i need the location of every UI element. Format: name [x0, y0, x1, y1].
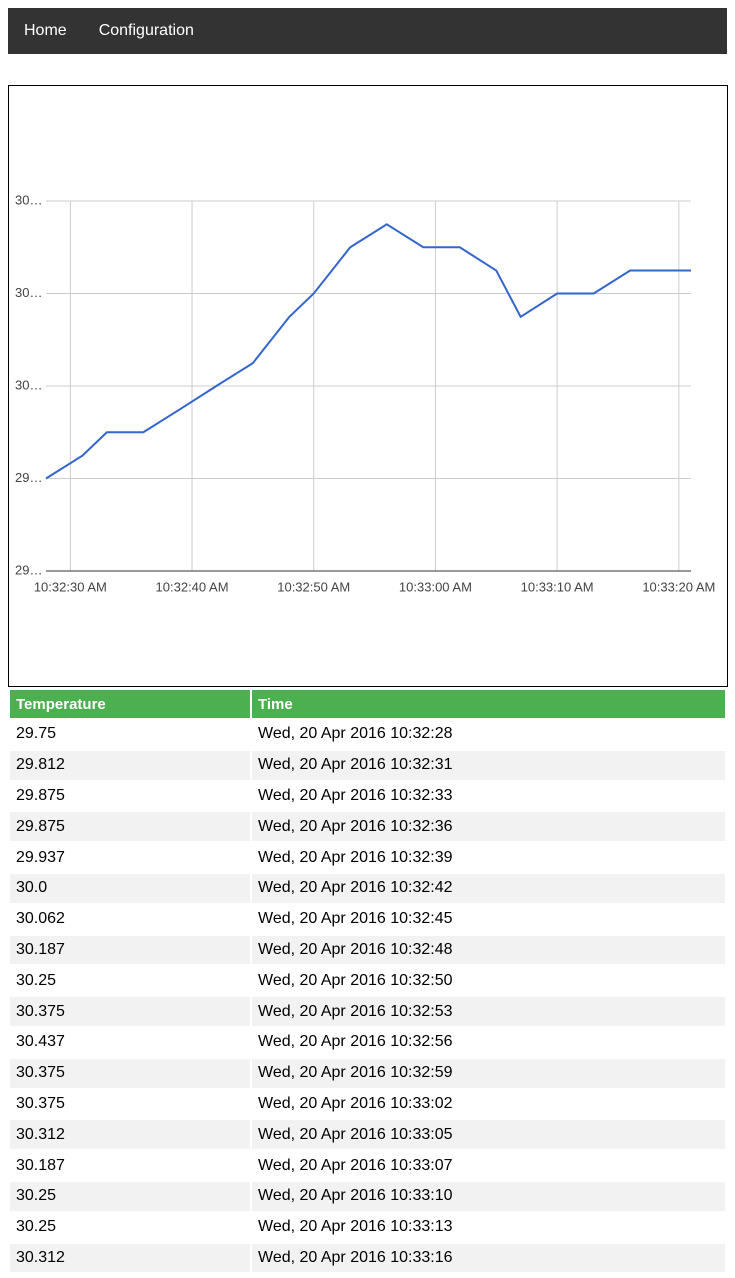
chart-box: 29… 29… 30… 30… 30… 10:32:30 AM 10:32:40 AM 10:… [8, 85, 728, 687]
table-row: 30.25 Wed, 20 Apr 2016 10:33:13 [10, 1213, 725, 1242]
table-cell: Wed, 20 Apr 2016 10:32:28 [258, 725, 453, 743]
table-cell: Wed, 20 Apr 2016 10:32:45 [258, 910, 453, 928]
table-cell: 30.437 [16, 1033, 65, 1051]
y-tick-label: 29… [15, 562, 42, 577]
table-row: 29.875 Wed, 20 Apr 2016 10:32:36 [10, 812, 725, 842]
table-row: 30.375 Wed, 20 Apr 2016 10:32:53 [10, 997, 725, 1026]
table-row: 29.75 Wed, 20 Apr 2016 10:32:28 [10, 720, 725, 749]
table-cell: Wed, 20 Apr 2016 10:32:48 [252, 935, 725, 965]
table-cell: 30.375 [10, 1058, 250, 1088]
nav-bar: Home Configuration [8, 8, 727, 54]
table-row: 30.187 Wed, 20 Apr 2016 10:32:48 [10, 935, 725, 965]
table-cell: Wed, 20 Apr 2016 10:33:07 [258, 1156, 453, 1174]
table-row: 29.812 Wed, 20 Apr 2016 10:32:31 [10, 750, 725, 780]
table-cell: 29.75 [16, 725, 57, 743]
column-header: Temperature [10, 690, 250, 718]
table-cell: 30.25 [16, 971, 57, 989]
table-cell: Wed, 20 Apr 2016 10:33:02 [258, 1094, 453, 1112]
table-row: 30.25 Wed, 20 Apr 2016 10:32:50 [10, 966, 725, 995]
table-cell: Wed, 20 Apr 2016 10:32:36 [252, 812, 725, 842]
table-row: 30.437 Wed, 20 Apr 2016 10:32:56 [10, 1028, 725, 1057]
table-row: 30.062 Wed, 20 Apr 2016 10:32:45 [10, 905, 725, 934]
table-cell: 29.875 [16, 786, 65, 804]
x-tick-label: 10:33:00 AM [399, 579, 472, 594]
table-row: 30.312 Wed, 20 Apr 2016 10:33:05 [10, 1120, 725, 1150]
table-cell: 30.312 [10, 1120, 250, 1150]
table-row: 30.0 Wed, 20 Apr 2016 10:32:42 [10, 873, 725, 903]
table-cell: 30.062 [16, 910, 65, 928]
table-cell: 30.375 [10, 997, 250, 1026]
table-row: 30.375 Wed, 20 Apr 2016 10:32:59 [10, 1058, 725, 1088]
table-cell: Wed, 20 Apr 2016 10:33:05 [252, 1120, 725, 1150]
table-cell: Wed, 20 Apr 2016 10:33:16 [252, 1243, 725, 1273]
table-row: 30.25 Wed, 20 Apr 2016 10:33:10 [10, 1181, 725, 1211]
nav-link[interactable]: Home [24, 22, 67, 39]
table-cell: Wed, 20 Apr 2016 10:32:50 [258, 971, 453, 989]
y-tick-label: 30… [15, 285, 42, 300]
table-row: 29.875 Wed, 20 Apr 2016 10:32:33 [10, 782, 725, 811]
table-cell: 29.812 [10, 750, 250, 780]
table-cell: 30.187 [10, 935, 250, 965]
table-cell: 30.25 [16, 1218, 57, 1236]
column-header: Time [252, 690, 725, 718]
y-tick-label: 29… [15, 470, 42, 485]
y-tick-label: 30… [15, 192, 42, 207]
table-cell: 30.0 [10, 873, 250, 903]
table-cell: Wed, 20 Apr 2016 10:32:42 [252, 873, 725, 903]
chart: 29… 29… 30… 30… 30… 10:32:30 AM 10:32:40 AM 10:… [15, 192, 715, 594]
table-cell: Wed, 20 Apr 2016 10:32:53 [252, 997, 725, 1026]
x-tick-label: 10:32:30 AM [34, 579, 107, 594]
table-cell: Wed, 20 Apr 2016 10:32:59 [252, 1058, 725, 1088]
table-row: 30.375 Wed, 20 Apr 2016 10:33:02 [10, 1090, 725, 1119]
table-cell: Wed, 20 Apr 2016 10:32:31 [252, 750, 725, 780]
nav-link[interactable]: Configuration [98, 22, 194, 39]
table-cell: Wed, 20 Apr 2016 10:32:33 [258, 786, 453, 804]
table-cell: 29.875 [10, 812, 250, 842]
table-cell: 30.312 [10, 1243, 250, 1273]
x-tick-label: 10:32:40 AM [156, 579, 229, 594]
table-row: 29.937 Wed, 20 Apr 2016 10:32:39 [10, 843, 725, 872]
table-cell: 30.375 [16, 1094, 65, 1112]
table-row: 30.187 Wed, 20 Apr 2016 10:33:07 [10, 1151, 725, 1180]
x-tick-label: 10:32:50 AM [277, 579, 350, 594]
table-cell: Wed, 20 Apr 2016 10:33:13 [258, 1218, 453, 1236]
table-cell: Wed, 20 Apr 2016 10:32:56 [258, 1033, 453, 1051]
header-row: Temperature Time [10, 690, 725, 718]
table-cell: Wed, 20 Apr 2016 10:32:39 [258, 848, 453, 866]
table-cell: Wed, 20 Apr 2016 10:33:10 [252, 1181, 725, 1211]
x-tick-label: 10:33:20 AM [642, 579, 715, 594]
table-cell: 29.937 [16, 848, 65, 866]
x-tick-label: 10:33:10 AM [521, 579, 594, 594]
line [45, 223, 691, 480]
table-cell: 30.187 [16, 1156, 65, 1174]
table-cell: 30.25 [10, 1181, 250, 1211]
table-row: 30.312 Wed, 20 Apr 2016 10:33:16 [10, 1243, 725, 1273]
y-tick-label: 30… [15, 377, 42, 392]
data-table: Temperature Time 29.75 Wed, 20 Apr 2016 10:… [8, 688, 727, 1274]
